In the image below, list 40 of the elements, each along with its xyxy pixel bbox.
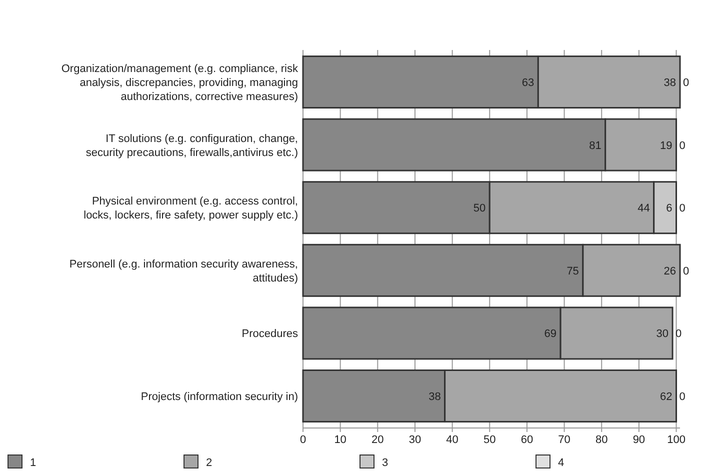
data-label: 75 <box>566 265 579 278</box>
y-tick-label: Physical environment (e.g. access control, locks, lockers, fire safety, power supply etc.) <box>84 196 298 222</box>
x-tick-label: 50 <box>484 434 496 446</box>
data-label: 0 <box>679 390 686 403</box>
data-label: 50 <box>473 202 486 215</box>
legend-label: 1 <box>30 457 36 469</box>
data-label: 63 <box>522 77 534 90</box>
x-tick-label: 10 <box>334 434 346 446</box>
x-tick-label: 90 <box>632 434 646 446</box>
data-label: 0 <box>679 140 686 152</box>
x-tick-label: 30 <box>408 434 422 446</box>
y-tick-label: Projects (information security in) <box>140 390 298 403</box>
y-tick-label: IT solutions (e.g. configuration, change, security precautions, firewalls,antivirus etc.) <box>86 132 298 159</box>
x-tick-label: 60 <box>520 434 534 446</box>
x-tick-label: 80 <box>595 434 608 446</box>
legend-label: 2 <box>206 457 212 469</box>
data-label: 30 <box>656 328 669 340</box>
data-label: 44 <box>638 202 650 215</box>
data-label: 0 <box>683 77 690 90</box>
legend-label: 4 <box>558 457 564 469</box>
x-tick-label: 40 <box>446 434 458 446</box>
data-label: 81 <box>589 140 602 152</box>
x-tick-label: 70 <box>558 434 570 446</box>
y-tick-label: Organization/management (e.g. compliance, risk analysis, discrepancies, providing, managing authorizations, corrective measures) <box>61 63 298 104</box>
data-label: 0 <box>676 328 682 340</box>
y-tick-label: Personell (e.g. information security awareness, attitudes) <box>69 258 298 284</box>
data-label: 26 <box>664 265 676 278</box>
data-label: 38 <box>428 390 441 403</box>
data-label: 6 <box>666 202 672 215</box>
data-label: 69 <box>544 328 557 340</box>
y-tick-label: Procedures <box>242 328 298 340</box>
data-label: 62 <box>660 390 672 403</box>
x-tick-label: 20 <box>372 434 384 446</box>
data-label: 38 <box>664 77 676 90</box>
x-tick-label: 0 <box>300 434 306 446</box>
data-label: 0 <box>683 265 690 278</box>
legend-label: 3 <box>382 457 388 469</box>
x-tick-label: 100 <box>667 434 686 446</box>
data-label: 0 <box>679 202 686 215</box>
data-label: 19 <box>660 140 672 152</box>
